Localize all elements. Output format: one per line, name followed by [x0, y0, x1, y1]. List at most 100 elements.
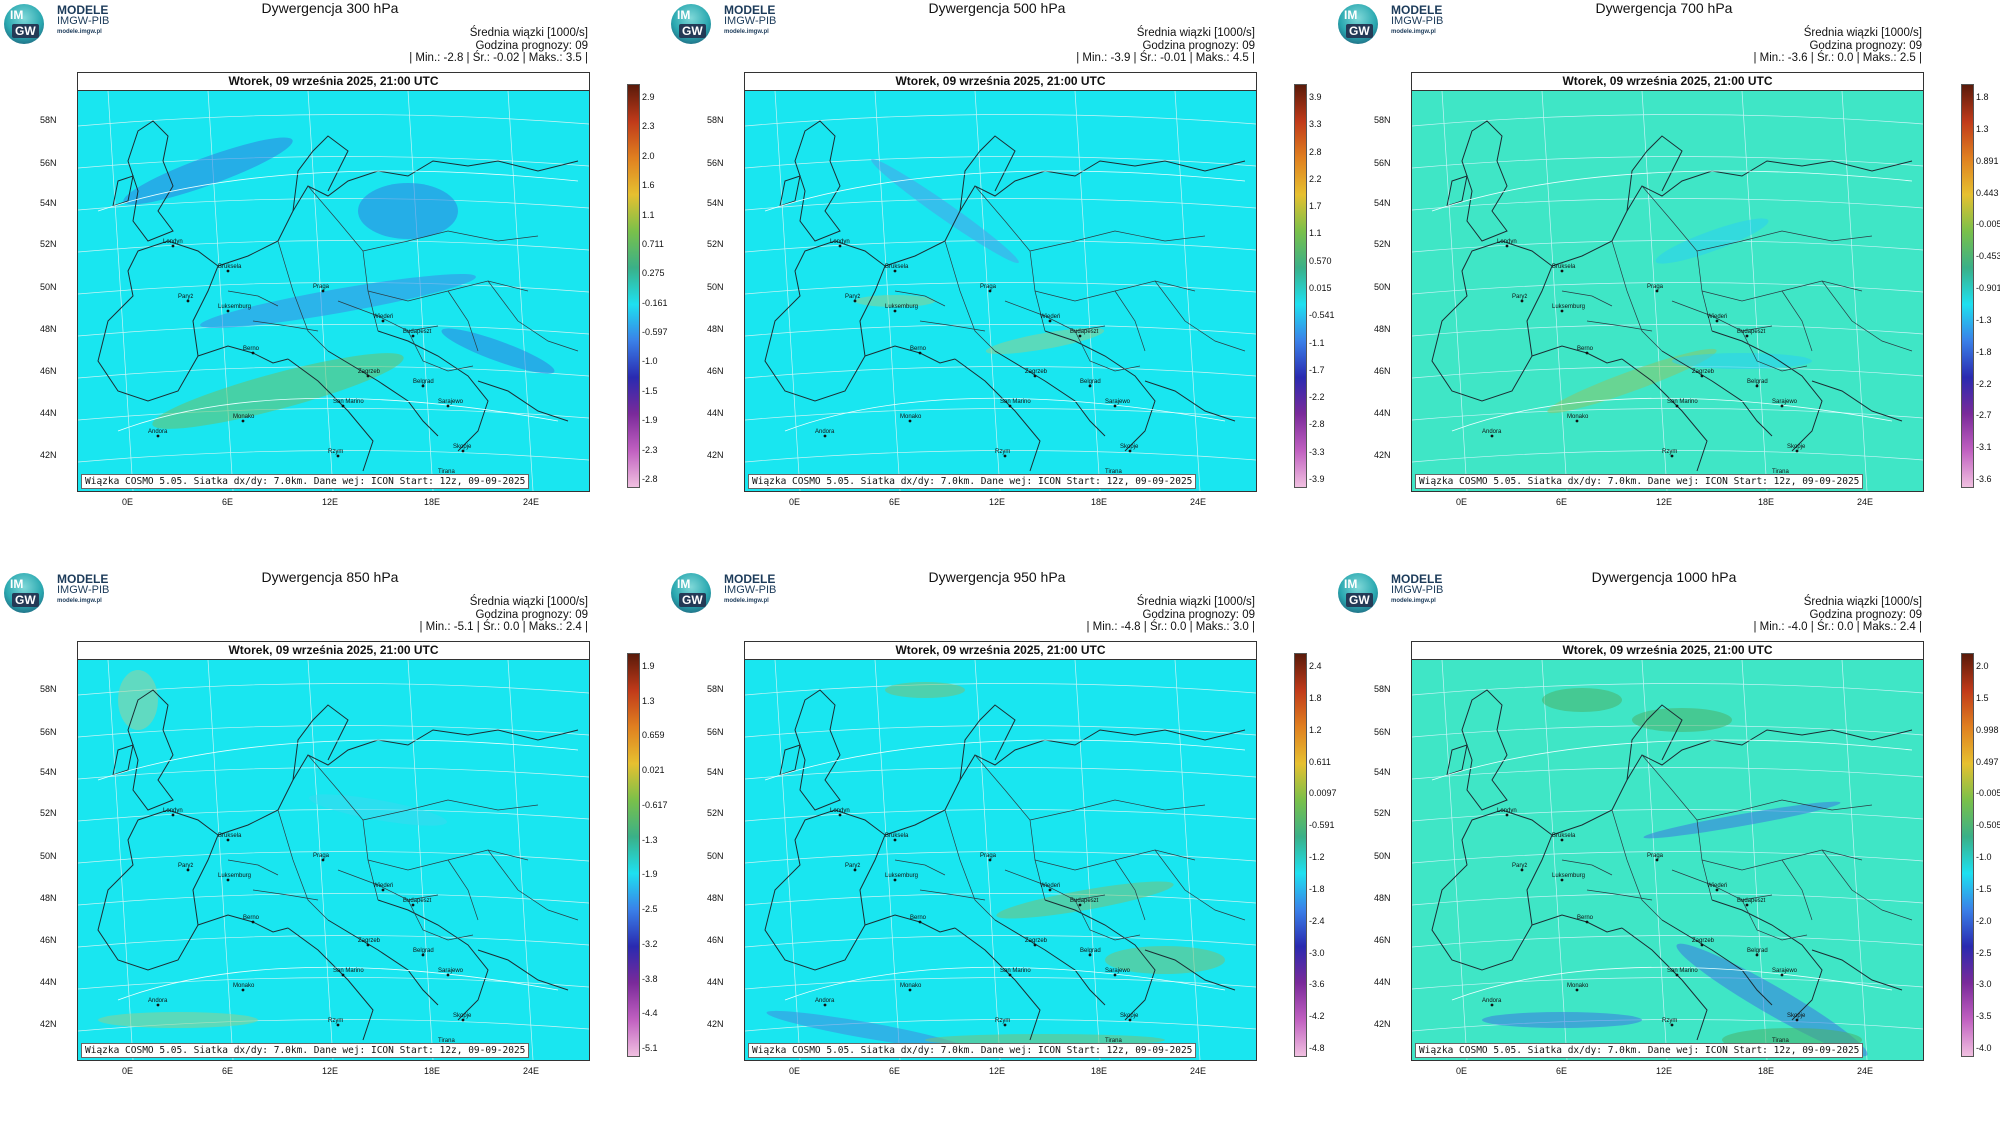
- coastline: [1811, 949, 1903, 991]
- latitude-line: [78, 893, 589, 906]
- country-border: [919, 889, 986, 901]
- latitude-label: 52N: [707, 808, 724, 818]
- longitude-label: 0E: [789, 497, 801, 507]
- country-border: [277, 809, 329, 921]
- city-label: Berno: [243, 346, 260, 352]
- city-marker: [366, 943, 370, 947]
- min-mean-max: | Min.: -4.8 | Śr.: 0.0 | Maks.: 3.0 |: [1086, 621, 1255, 633]
- colorbar: [1961, 84, 1974, 488]
- longitude-line: [1441, 91, 1468, 491]
- city-label: Zagrzeb: [1692, 369, 1715, 375]
- city-label: Sarajewo: [438, 968, 464, 974]
- city-marker: [446, 973, 450, 977]
- latitude-label: 54N: [40, 767, 57, 777]
- height-contour: [764, 170, 1246, 212]
- colorbar-tick: 0.711: [642, 239, 664, 249]
- coastline: [779, 744, 801, 776]
- latitude-line: [745, 809, 1256, 822]
- latitude-label: 52N: [40, 808, 57, 818]
- city-marker: [1655, 289, 1659, 293]
- logo-line1: MODELE: [1391, 3, 1443, 17]
- imgw-logo[interactable]: IM GW MODELE IMGW-PIB modele.imgw.pl: [671, 573, 791, 613]
- city-marker: [1780, 404, 1784, 408]
- longitude-label: 24E: [523, 1066, 540, 1076]
- colorbar-tick: 2.0: [1976, 661, 1989, 671]
- country-border: [1821, 849, 1913, 921]
- imgw-logo[interactable]: IM GW MODELE IMGW-PIB modele.imgw.pl: [4, 4, 124, 44]
- country-border: [1586, 889, 1653, 901]
- valid-date: Wtorek, 09 września 2025, 21:00 UTC: [745, 642, 1256, 660]
- city-label: Wiedeń: [1040, 883, 1060, 889]
- coastline: [1144, 380, 1236, 422]
- city-marker: [1585, 351, 1589, 355]
- city-marker: [1560, 878, 1564, 882]
- colorbar-tick: -0.617: [642, 800, 668, 810]
- colorbar-tick: -2.0: [1976, 916, 1992, 926]
- country-border: [1671, 300, 1773, 332]
- height-contour: [97, 170, 579, 212]
- divergence-patch: [1655, 218, 1769, 264]
- coastline: [217, 160, 579, 267]
- latitude-label: 54N: [707, 198, 724, 208]
- colorbar-tick: 1.3: [642, 696, 655, 706]
- longitude-line: [1641, 91, 1668, 491]
- latitude-label: 50N: [707, 851, 724, 861]
- city-label: Budapeszt: [403, 898, 432, 904]
- latitude-label: 46N: [1374, 366, 1391, 376]
- latitude-line: [745, 198, 1256, 211]
- coastline: [1446, 744, 1468, 776]
- divergence-patch: [441, 328, 555, 374]
- city-marker: [1505, 813, 1509, 817]
- longitude-label: 18E: [1758, 497, 1775, 507]
- city-label: Zagrzeb: [1692, 938, 1715, 944]
- colorbar-tick: 1.7: [1309, 201, 1322, 211]
- city-label: Londyn: [163, 239, 183, 245]
- city-marker: [918, 351, 922, 355]
- imgw-logo[interactable]: IM GW MODELE IMGW-PIB modele.imgw.pl: [4, 573, 124, 613]
- latitude-line: [1412, 767, 1923, 780]
- colorbar-tick: 3.3: [1309, 119, 1322, 129]
- city-marker: [908, 419, 912, 423]
- latitude-label: 54N: [40, 198, 57, 208]
- colorbar-tick: 2.9: [642, 92, 655, 102]
- city-label: Wiedeń: [373, 314, 393, 320]
- country-border: [337, 300, 439, 332]
- country-border: [227, 290, 279, 307]
- coastline: [764, 240, 886, 402]
- map-frame: Wtorek, 09 września 2025, 21:00 UTC Londy…: [744, 72, 1257, 492]
- city-marker: [1575, 419, 1579, 423]
- height-contour: [97, 739, 579, 781]
- colorbar-tick: -1.5: [1976, 884, 1992, 894]
- logo-line3: modele.imgw.pl: [724, 29, 769, 35]
- city-marker: [1128, 1018, 1132, 1022]
- city-label: Bruksela: [885, 833, 909, 839]
- latitude-line: [1412, 156, 1923, 169]
- country-border: [447, 290, 479, 352]
- imgw-logo[interactable]: IM GW MODELE IMGW-PIB modele.imgw.pl: [1338, 573, 1458, 613]
- city-marker: [1560, 309, 1564, 313]
- latitude-line: [745, 366, 1256, 379]
- city-marker: [1795, 1018, 1799, 1022]
- imgw-logo[interactable]: IM GW MODELE IMGW-PIB modele.imgw.pl: [671, 4, 791, 44]
- city-marker: [1088, 953, 1092, 957]
- colorbar-tick: -1.3: [642, 835, 658, 845]
- colorbar-tick: -1.2: [1309, 852, 1325, 862]
- forecast-hour: Godzina prognozy: 09: [475, 608, 588, 621]
- latitude-line: [745, 893, 1256, 906]
- city-marker: [411, 903, 415, 907]
- country-border: [894, 290, 946, 307]
- latitude-label: 46N: [707, 366, 724, 376]
- latitude-label: 56N: [40, 727, 57, 737]
- city-label: Berno: [243, 915, 260, 921]
- divergence-patch: [358, 183, 458, 239]
- colorbar-tick: 1.2: [1309, 725, 1322, 735]
- longitude-label: 24E: [1190, 497, 1207, 507]
- latitude-label: 52N: [1374, 239, 1391, 249]
- forecast-panel: IM GW MODELE IMGW-PIB modele.imgw.pl Dywergen…: [0, 0, 668, 568]
- height-contour: [764, 739, 1246, 781]
- latitude-label: 48N: [40, 324, 57, 334]
- longitude-line: [107, 91, 134, 491]
- city-label: Sarajewo: [1105, 968, 1131, 974]
- imgw-logo[interactable]: IM GW MODELE IMGW-PIB modele.imgw.pl: [1338, 4, 1458, 44]
- forecast-hour: Godzina prognozy: 09: [1142, 608, 1255, 621]
